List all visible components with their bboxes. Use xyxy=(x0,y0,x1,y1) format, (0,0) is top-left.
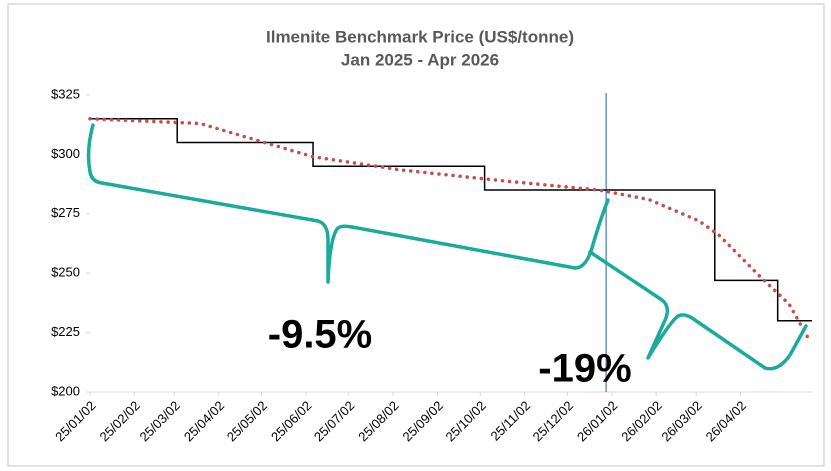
series-line xyxy=(90,118,812,322)
brace xyxy=(588,250,808,371)
plot xyxy=(86,93,812,396)
chart-title: Ilmenite Benchmark Price (US$/tonne) xyxy=(266,27,574,46)
y-tick-label: $200 xyxy=(51,383,80,398)
y-tick-label: $225 xyxy=(51,324,80,339)
y-tick-label: $300 xyxy=(51,146,80,161)
y-tick-label: $250 xyxy=(51,265,80,280)
chart-frame xyxy=(7,3,825,467)
series-line xyxy=(88,117,811,342)
chart-subtitle: Jan 2025 - Apr 2026 xyxy=(341,50,499,69)
y-tick-label: $325 xyxy=(51,86,80,101)
y-tick-label: $275 xyxy=(51,205,80,220)
annotation: -9.5% xyxy=(268,313,373,357)
annotation: -19% xyxy=(538,347,631,391)
braces xyxy=(86,123,808,371)
